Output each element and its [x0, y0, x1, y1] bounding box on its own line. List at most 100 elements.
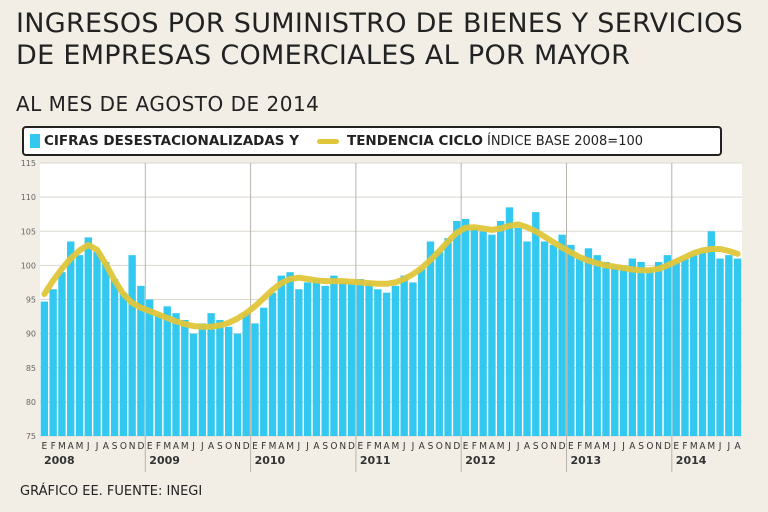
- x-tick-label: M: [269, 441, 277, 452]
- year-label: 2012: [465, 454, 496, 467]
- year-label: 2009: [149, 454, 180, 467]
- bar: [67, 241, 75, 436]
- x-tick-label: M: [58, 441, 66, 452]
- y-tick-label: 95: [26, 296, 36, 305]
- bar: [409, 282, 417, 436]
- bar: [690, 255, 698, 436]
- x-tick-label: J: [402, 441, 406, 452]
- x-tick-label: A: [735, 441, 742, 452]
- x-tick-label: M: [479, 441, 487, 452]
- x-tick-label: S: [217, 441, 223, 452]
- x-tick-label: A: [68, 441, 75, 452]
- x-tick-label: O: [541, 441, 548, 452]
- bar: [233, 333, 242, 436]
- bar: [58, 272, 66, 436]
- x-tick-label: D: [559, 441, 566, 452]
- bar: [505, 207, 514, 436]
- bar: [453, 221, 461, 436]
- x-tick-label: J: [718, 441, 722, 452]
- x-tick-label: J: [86, 441, 90, 452]
- bar: [312, 279, 321, 436]
- x-tick-label: D: [453, 441, 460, 452]
- bar: [146, 299, 154, 436]
- bar: [84, 237, 92, 436]
- bar: [488, 234, 496, 436]
- x-tick-label: A: [419, 441, 426, 452]
- x-tick-label: E: [147, 441, 153, 452]
- bar: [532, 212, 540, 436]
- bar: [75, 255, 84, 436]
- bar: [698, 251, 707, 436]
- x-tick-label: N: [339, 441, 346, 452]
- bar: [584, 248, 593, 436]
- bar: [400, 275, 408, 436]
- x-tick-label: N: [445, 441, 452, 452]
- bar: [567, 244, 575, 436]
- x-tick-label: J: [507, 441, 511, 452]
- bar: [523, 241, 531, 436]
- bar: [172, 313, 180, 436]
- bar: [128, 255, 136, 436]
- year-label: 2013: [571, 454, 602, 467]
- x-tick-label: N: [655, 441, 662, 452]
- bar: [189, 333, 198, 436]
- bar: [242, 313, 250, 436]
- bar: [637, 261, 645, 436]
- bar: [549, 244, 558, 436]
- x-tick-label: N: [234, 441, 241, 452]
- y-tick-label: 80: [26, 398, 36, 407]
- x-tick-label: E: [252, 441, 258, 452]
- bar: [654, 261, 663, 436]
- y-tick-label: 115: [21, 159, 36, 168]
- y-tick-label: 85: [26, 364, 36, 373]
- bar: [286, 272, 294, 436]
- x-tick-label: E: [357, 441, 363, 452]
- x-tick-label: M: [163, 441, 171, 452]
- bar: [277, 275, 285, 436]
- bar: [198, 323, 207, 436]
- legend-series2-label: TENDENCIA CICLO: [347, 133, 483, 149]
- legend: CIFRAS DESESTACIONALIZADAS Y TENDENCIA C…: [22, 126, 722, 156]
- bar: [303, 282, 312, 436]
- bar: [365, 282, 373, 436]
- year-label: 2008: [44, 454, 75, 467]
- x-tick-label: A: [384, 441, 391, 452]
- bar: [418, 268, 426, 436]
- x-tick-label: O: [225, 441, 232, 452]
- bar: [339, 282, 347, 436]
- x-tick-label: F: [682, 441, 687, 452]
- x-tick-label: J: [621, 441, 625, 452]
- x-tick-label: F: [156, 441, 161, 452]
- x-tick-label: M: [585, 441, 593, 452]
- x-tick-label: J: [727, 441, 731, 452]
- x-tick-label: A: [173, 441, 180, 452]
- bar: [444, 238, 452, 436]
- x-tick-label: D: [664, 441, 671, 452]
- bar: [470, 227, 479, 436]
- bar: [110, 279, 119, 436]
- x-tick-label: E: [673, 441, 679, 452]
- x-tick-label: A: [524, 441, 531, 452]
- x-tick-label: M: [181, 441, 189, 452]
- bar: [356, 279, 364, 436]
- x-tick-label: E: [463, 441, 469, 452]
- x-tick-label: M: [374, 441, 382, 452]
- bar: [216, 319, 224, 436]
- x-tick-label: J: [297, 441, 301, 452]
- x-tick-label: M: [707, 441, 715, 452]
- bar: [628, 258, 636, 436]
- x-tick-label: S: [112, 441, 118, 452]
- bar: [733, 258, 742, 436]
- bar: [260, 307, 268, 436]
- bar: [725, 255, 733, 436]
- x-tick-label: D: [348, 441, 355, 452]
- x-tick-label: J: [95, 441, 99, 452]
- bar: [497, 221, 505, 436]
- bar: [540, 241, 549, 436]
- x-tick-label: E: [568, 441, 574, 452]
- x-tick-label: O: [646, 441, 653, 452]
- bar: [558, 234, 566, 436]
- bar: [163, 306, 171, 436]
- bar: [207, 313, 215, 436]
